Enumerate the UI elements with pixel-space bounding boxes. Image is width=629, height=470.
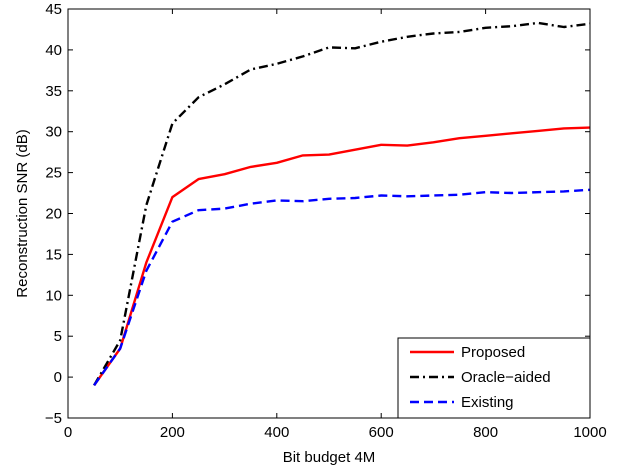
x-tick-label: 1000 [573,424,606,441]
x-tick-label: 200 [160,424,185,441]
y-tick-label: 40 [45,42,62,59]
series-line [93,188,591,386]
y-tick-label: 25 [45,165,62,182]
y-tick-label: 45 [45,1,62,18]
series-line [93,126,591,386]
x-axis-label: Bit budget 4M [283,449,376,466]
y-tick-label: 10 [45,287,62,304]
x-tick-label: 400 [264,424,289,441]
y-tick-label: 0 [54,369,62,386]
y-tick-label: 15 [45,246,62,263]
x-tick-label: 0 [64,424,72,441]
y-tick-label: −5 [45,410,62,427]
legend-label-existing: Existing [461,394,514,411]
series-line [93,21,591,386]
legend-label-oracle-aided: Oracle−aided [461,369,551,386]
y-tick-label: 20 [45,206,62,223]
legend: Proposed Oracle−aided Existing [397,337,591,419]
y-tick-label: 5 [54,328,62,345]
legend-label-proposed: Proposed [461,344,525,361]
x-tick-label: 600 [369,424,394,441]
y-axis-label: Reconstruction SNR (dB) [14,129,31,297]
x-tick-label: 800 [473,424,498,441]
y-tick-label: 35 [45,83,62,100]
y-tick-label: 30 [45,124,62,141]
series-lines [93,21,591,386]
